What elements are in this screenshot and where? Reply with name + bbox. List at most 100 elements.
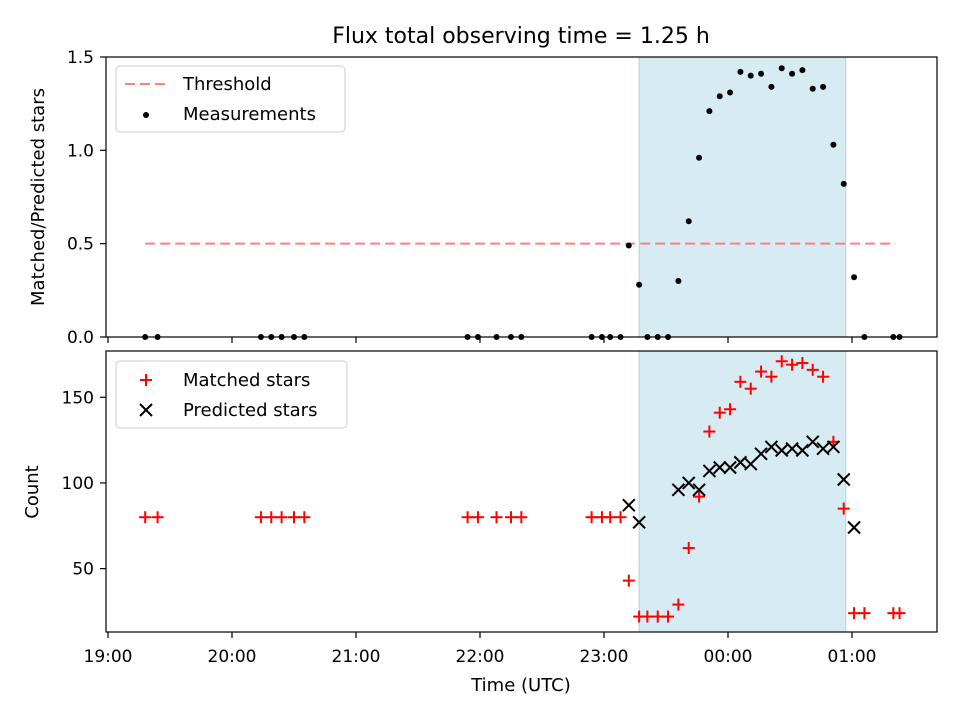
matched-star-point	[858, 607, 871, 620]
count-points	[139, 355, 906, 623]
ratio-axes-frame	[105, 56, 938, 338]
predicted-star-point	[764, 440, 779, 454]
measurement-point	[706, 108, 713, 115]
matched-star-point	[505, 511, 517, 524]
predicted-star-point	[775, 443, 789, 458]
predicted-star-point	[713, 460, 727, 475]
matched-star-point	[471, 511, 484, 524]
matched-star-point	[893, 607, 906, 620]
matched-star-point	[775, 355, 788, 368]
measurement-point	[625, 242, 632, 249]
matched-star-point	[288, 511, 300, 524]
measurement-point	[636, 281, 643, 288]
matched-star-point	[651, 610, 664, 623]
x-tick-label: 20:00	[208, 647, 257, 667]
y-tick-label: 0.0	[67, 328, 94, 348]
matched-star-point	[265, 511, 278, 524]
matched-star-point	[139, 511, 152, 524]
predicted-star-point	[692, 483, 706, 497]
ratio-x-ticks	[107, 337, 853, 343]
legend-matched-label: Matched stars	[183, 370, 310, 391]
matched-star-point	[515, 511, 528, 524]
legend-matched-swatch	[140, 374, 152, 386]
matched-star-point	[734, 375, 747, 388]
predicted-star-point	[702, 464, 717, 478]
predicted-star-point	[733, 455, 748, 470]
chart-title: Flux total observing time = 1.25 h	[332, 24, 710, 49]
measurement-point	[799, 67, 806, 74]
measurement-point	[768, 83, 775, 90]
predicted-star-point	[632, 515, 646, 530]
matched-star-point	[298, 511, 311, 524]
matched-star-point	[796, 356, 809, 369]
predicted-star-point	[622, 498, 636, 512]
matched-star-point	[641, 610, 654, 623]
matched-star-point	[585, 511, 598, 524]
predicted-star-point	[826, 440, 841, 454]
measurement-point	[716, 93, 723, 100]
y-tick-label: 1.0	[67, 141, 94, 161]
count-legend-box	[115, 360, 348, 429]
matched-star-point	[614, 511, 627, 524]
matched-star-point	[713, 406, 726, 419]
y-tick-label: 150	[62, 388, 94, 408]
matched-star-point	[837, 502, 850, 515]
matched-star-point	[275, 511, 288, 524]
legend-measurement-swatch	[143, 112, 149, 118]
matched-star-point	[682, 542, 695, 555]
predicted-star-point	[795, 443, 810, 458]
count-shaded-interval	[638, 350, 847, 633]
ratio-y-ticks: 0.0 0.5 1.0 1.5	[67, 48, 106, 348]
matched-star-point	[755, 365, 768, 378]
matched-star-point	[703, 425, 716, 438]
measurement-point	[809, 85, 816, 92]
predicted-star-point	[847, 520, 861, 535]
matched-star-point	[254, 511, 267, 524]
matched-star-point	[744, 382, 757, 395]
predicted-star-point	[785, 441, 799, 456]
measurement-point	[778, 65, 785, 72]
x-tick-label: 23:00	[580, 647, 629, 667]
predicted-star-point	[816, 441, 830, 456]
measurement-point	[685, 218, 692, 225]
matched-star-point	[693, 490, 706, 503]
matched-star-point	[622, 574, 635, 587]
matched-star-point	[151, 511, 164, 524]
measurement-point	[758, 70, 765, 77]
matched-star-point	[490, 511, 503, 524]
x-tick-label: 00:00	[704, 647, 753, 667]
matched-star-point	[461, 511, 474, 524]
legend-predicted-label: Predicted stars	[183, 400, 317, 421]
measurement-point	[820, 83, 827, 90]
measurement-point	[840, 180, 847, 187]
count-x-ticks: 19:00 20:00 21:00 22:00 23:00 00:00 01:00	[84, 632, 877, 667]
predicted-star-point	[806, 435, 820, 449]
legend-threshold-label: Threshold	[182, 74, 272, 95]
matched-star-point	[765, 370, 778, 383]
predicted-star-point	[723, 460, 737, 475]
measurement-point	[696, 154, 703, 161]
ratio-legend-box	[115, 65, 346, 133]
legend-predicted-swatch	[139, 403, 153, 417]
y-tick-label: 50	[72, 560, 94, 580]
x-tick-label: 19:00	[84, 647, 133, 667]
ratio-legend: Threshold Measurements	[115, 65, 346, 133]
measurement-point	[747, 72, 754, 79]
count-panel: 50 100 150 19:00 20:00 21:00 22:00 23:00 00:00 0…	[22, 350, 938, 696]
y-tick-label: 1.5	[67, 48, 94, 68]
predicted-star-point	[754, 447, 768, 461]
matched-star-point	[724, 403, 737, 416]
count-y-ticks: 50 100 150	[62, 388, 106, 580]
ratio-shaded-interval	[638, 56, 847, 338]
x-tick-label: 22:00	[456, 647, 505, 667]
legend-measurement-label: Measurements	[183, 104, 316, 125]
y-tick-label: 0.5	[67, 235, 94, 255]
matched-star-point	[848, 607, 861, 620]
matched-star-point	[672, 598, 685, 611]
count-axes-frame	[105, 350, 938, 633]
measurement-point	[789, 70, 796, 77]
matched-star-point	[662, 610, 675, 623]
matched-star-point	[817, 370, 830, 383]
matched-star-point	[604, 511, 617, 524]
